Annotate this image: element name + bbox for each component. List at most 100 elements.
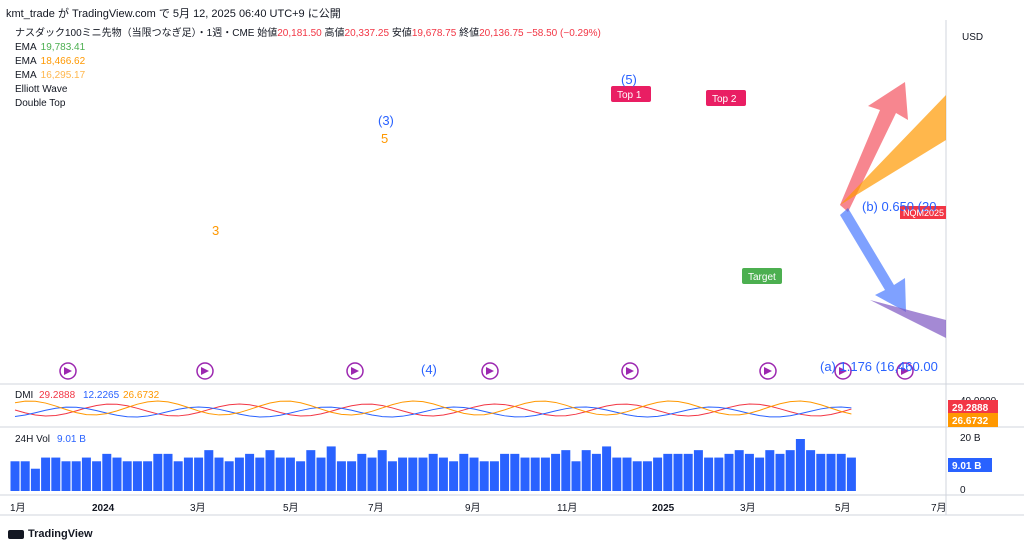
x-tick: 2024	[92, 503, 115, 514]
top1-badge	[611, 86, 651, 102]
replay-marker-icon[interactable]	[196, 362, 214, 380]
volume-bar	[357, 453, 367, 491]
volume-bar	[826, 453, 836, 491]
replay-marker-icon[interactable]	[481, 362, 499, 380]
volume-bar	[173, 461, 183, 491]
dmi-tag	[948, 413, 998, 427]
vol-value: 9.01 B	[57, 434, 86, 445]
volume-bar	[510, 453, 520, 491]
volume-bar	[316, 457, 326, 491]
replay-marker-icon[interactable]	[759, 362, 777, 380]
volume-bar	[714, 457, 724, 491]
volume-bar	[724, 453, 734, 491]
top2-badge	[706, 90, 746, 106]
tradingview-brand: TradingView	[8, 528, 93, 540]
replay-marker-icon[interactable]	[834, 362, 852, 380]
x-tick: 5月	[835, 502, 851, 514]
volume-bar	[275, 457, 285, 491]
x-tick: 7月	[931, 502, 947, 514]
volume-bar	[418, 457, 428, 491]
ema3-row[interactable]: EMA 16,295.17	[15, 70, 86, 81]
dmi-line	[14, 406, 852, 418]
x-tick: 2025	[652, 503, 675, 514]
volume-bar	[163, 453, 173, 491]
wave3-number: 3	[212, 223, 219, 238]
x-tick: 3月	[190, 502, 206, 514]
volume-bar	[285, 457, 295, 491]
x-tick: 1月	[10, 502, 26, 514]
volume-bar	[806, 450, 816, 491]
ema2-row[interactable]: EMA 18,466.62	[15, 56, 86, 67]
marker-glyph	[201, 367, 209, 375]
x-tick: 3月	[740, 502, 756, 514]
volume-bar	[81, 457, 91, 491]
ema1-row[interactable]: EMA 19,783.41	[15, 42, 86, 53]
volume-bar	[683, 453, 693, 491]
vol-label: 24H Vol	[15, 434, 50, 445]
dmi-v3: 26.6732	[123, 390, 160, 401]
volume-bar	[520, 457, 530, 491]
top2-text: Top 2	[712, 94, 737, 105]
volume-bar	[20, 461, 30, 491]
volume-bar	[408, 457, 418, 491]
vol-tag-text: 9.01 B	[952, 461, 981, 472]
symbol-title: ナスダック100ミニ先物（当限つなぎ足）・1週・CME	[15, 28, 255, 39]
volume-bar	[306, 450, 316, 491]
volume-bar	[122, 461, 132, 491]
volume-bar	[571, 461, 581, 491]
legend: ナスダック100ミニ先物（当限つなぎ足）・1週・CME 始値20,181.50 …	[15, 27, 601, 111]
replay-marker-icon[interactable]	[59, 362, 77, 380]
elliott-wave-row[interactable]: Elliott Wave	[15, 84, 68, 95]
volume-bar	[377, 450, 387, 491]
dmi-tag	[948, 400, 998, 414]
volume-bar	[194, 457, 204, 491]
volume-bar	[10, 461, 20, 491]
volume-bar	[653, 457, 663, 491]
wave3-label: (3)	[378, 113, 394, 128]
volume-bar	[479, 461, 489, 491]
fib-a-label: (a) 1.176 (16,460.00	[820, 359, 938, 374]
volume-bar	[245, 453, 255, 491]
volume-bar	[255, 457, 265, 491]
volume-bar	[816, 453, 826, 491]
volume-bar	[296, 461, 306, 491]
wave5-label: (5)	[621, 72, 637, 87]
volume-bar	[765, 450, 775, 491]
replay-marker-icon[interactable]	[346, 362, 364, 380]
volume-bar	[234, 457, 244, 491]
volume-bar	[102, 453, 112, 491]
volume-bar	[744, 453, 754, 491]
marker-glyph	[764, 367, 772, 375]
volume-bar	[92, 461, 102, 491]
volume-bar	[41, 457, 51, 491]
volume-bar	[132, 461, 142, 491]
vol-axis-tick: 0	[960, 485, 966, 496]
plot-area	[59, 82, 946, 380]
volume-bar	[326, 446, 336, 491]
currency-label: USD	[962, 32, 983, 43]
vol-axis-tick: 20 B	[960, 433, 981, 444]
dmi-line	[14, 403, 852, 417]
double-top-row[interactable]: Double Top	[15, 98, 66, 109]
vol-tag	[948, 458, 992, 472]
marker-glyph	[64, 367, 72, 375]
projection-fan	[870, 300, 946, 338]
dmi-v2: 12.2265	[83, 390, 120, 401]
replay-marker-icon[interactable]	[896, 362, 914, 380]
volume-bar	[836, 453, 846, 491]
dmi-tag-text: 29.2888	[952, 403, 989, 414]
x-tick: 9月	[465, 502, 481, 514]
tv-logo-icon	[8, 529, 24, 539]
volume-bar	[438, 457, 448, 491]
volume-bar	[112, 457, 122, 491]
volume-bar	[602, 446, 612, 491]
arrow-up-icon	[840, 82, 908, 212]
replay-marker-icon[interactable]	[621, 362, 639, 380]
marker-glyph	[901, 367, 909, 375]
volume-bar	[795, 439, 805, 491]
target-text: Target	[748, 272, 776, 283]
volume-bar	[204, 450, 214, 491]
dmi-tag-text: 26.6732	[952, 416, 989, 427]
publish-info: kmt_trade が TradingView.com で 5月 12, 202…	[6, 8, 341, 20]
volume-bar	[489, 461, 499, 491]
